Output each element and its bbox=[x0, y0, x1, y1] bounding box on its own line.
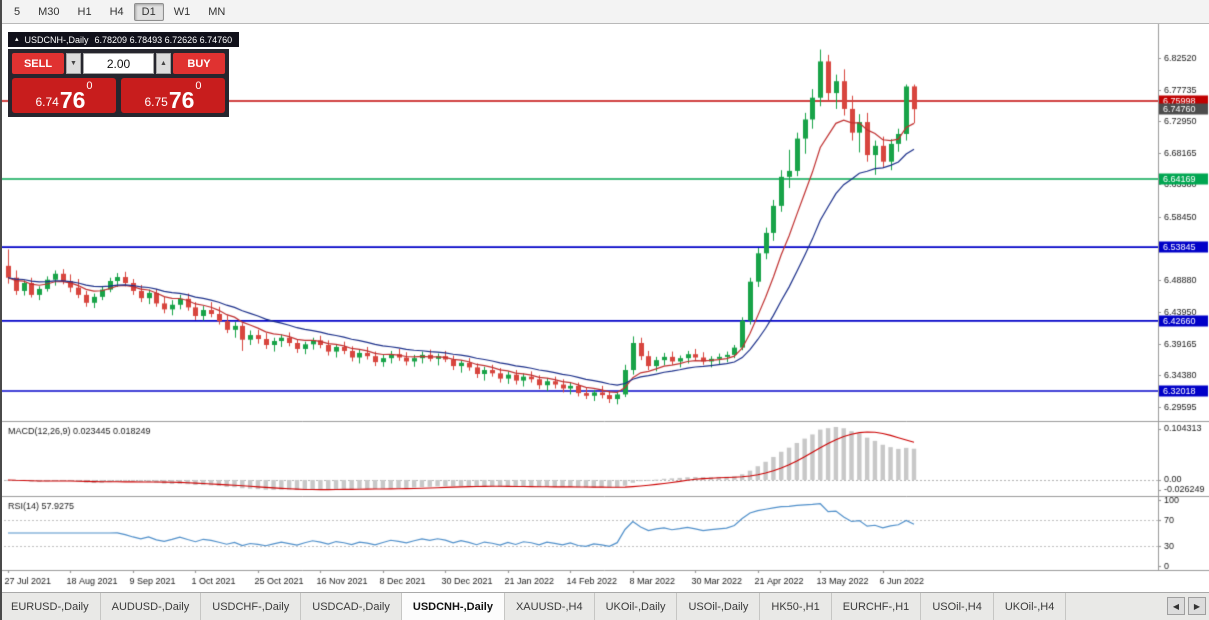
chart-tab-usdchf-daily[interactable]: USDCHF-,Daily bbox=[201, 593, 302, 620]
timeframe-button-h1[interactable]: H1 bbox=[77, 5, 92, 18]
chart-tab-usdcnh-daily[interactable]: USDCNH-,Daily bbox=[401, 593, 505, 620]
chart-tab-usdcad-daily[interactable]: USDCAD-,Daily bbox=[301, 593, 402, 620]
volume-input[interactable] bbox=[83, 53, 154, 74]
price-chart-canvas[interactable] bbox=[0, 24, 1209, 592]
volume-up-button[interactable]: ▲ bbox=[156, 53, 171, 74]
buy-price-display[interactable]: 6.75 76 0 bbox=[121, 78, 225, 113]
chart-tab-hk50-h1[interactable]: HK50-,H1 bbox=[760, 593, 832, 620]
chart-tab-ukoil-h4[interactable]: UKOil-,H4 bbox=[994, 593, 1067, 620]
chart-tab-xauusd-h4[interactable]: XAUUSD-,H4 bbox=[505, 593, 595, 620]
chart-info-bar: ▴ USDCNH-,Daily 6.78209 6.78493 6.72626 … bbox=[8, 32, 240, 47]
sell-price-prefix: 6.74 bbox=[35, 95, 59, 109]
timeframe-button-mn[interactable]: MN bbox=[208, 5, 226, 18]
timeframe-button-d1[interactable]: D1 bbox=[133, 2, 164, 21]
timeframe-button-w1[interactable]: W1 bbox=[173, 5, 191, 18]
chart-tab-eurchf-h1[interactable]: EURCHF-,H1 bbox=[832, 593, 922, 620]
tabs-scroll-left-button[interactable]: ◀ bbox=[1167, 597, 1185, 615]
timeframe-toolbar: 5 M30 H1 H4 D1 W1 MN bbox=[0, 0, 1209, 24]
symbol-marker-icon: ▴ bbox=[15, 36, 19, 43]
buy-price-pips: 76 bbox=[168, 86, 195, 113]
buy-price-prefix: 6.75 bbox=[144, 95, 168, 109]
chart-ohlc-values: 6.78209 6.78493 6.72626 6.74760 bbox=[94, 34, 233, 45]
chart-tab-ukoil-daily[interactable]: UKOil-,Daily bbox=[595, 593, 678, 620]
chevron-up-icon: ▲ bbox=[160, 60, 167, 67]
sell-price-pips: 76 bbox=[59, 86, 86, 113]
timeframe-button-m30[interactable]: M30 bbox=[38, 5, 60, 18]
one-click-trading-panel: SELL ▼ ▲ BUY 6.74 76 0 6.75 76 bbox=[8, 49, 229, 117]
buy-price-point: 0 bbox=[195, 80, 202, 92]
chart-symbol-label: USDCNH-,Daily bbox=[24, 34, 89, 45]
buy-button[interactable]: BUY bbox=[173, 53, 225, 74]
chart-area: ▴ USDCNH-,Daily 6.78209 6.78493 6.72626 … bbox=[0, 24, 1209, 592]
chart-tab-eurusd-daily[interactable]: EURUSD-,Daily bbox=[0, 593, 101, 620]
sell-button[interactable]: SELL bbox=[12, 53, 64, 74]
chart-tab-usoil-daily[interactable]: USOil-,Daily bbox=[677, 593, 761, 620]
sell-price-display[interactable]: 6.74 76 0 bbox=[12, 78, 116, 113]
symbol-tab-bar: EURUSD-,Daily AUDUSD-,Daily USDCHF-,Daily U… bbox=[0, 592, 1209, 620]
chart-tab-audusd-daily[interactable]: AUDUSD-,Daily bbox=[101, 593, 202, 620]
chart-tab-usoil-h4[interactable]: USOil-,H4 bbox=[921, 593, 994, 620]
timeframe-button-h4[interactable]: H4 bbox=[109, 5, 124, 18]
tabs-scroll-right-button[interactable]: ▶ bbox=[1188, 597, 1206, 615]
sell-price-point: 0 bbox=[86, 80, 93, 92]
timeframe-button-5[interactable]: 5 bbox=[14, 5, 21, 18]
volume-down-button[interactable]: ▼ bbox=[66, 53, 81, 74]
chevron-down-icon: ▼ bbox=[70, 60, 77, 67]
window-left-edge bbox=[0, 0, 2, 620]
